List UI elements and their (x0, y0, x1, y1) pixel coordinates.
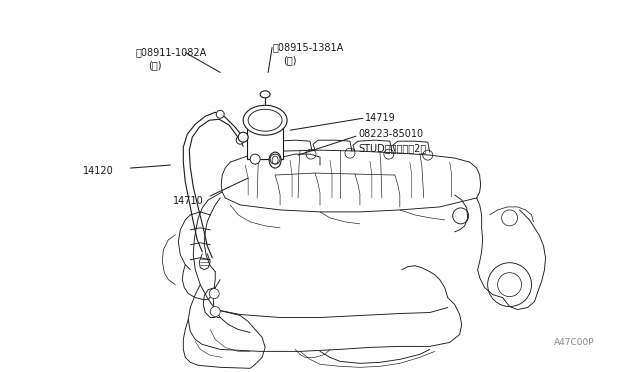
Text: (２): (２) (148, 61, 162, 70)
Text: ⓝ08915-1381A: ⓝ08915-1381A (272, 42, 343, 52)
FancyBboxPatch shape (247, 127, 283, 159)
Circle shape (236, 136, 244, 144)
Text: ⓝ08911-1082A: ⓝ08911-1082A (136, 48, 207, 58)
Text: STUDスタッド（2）: STUDスタッド（2） (358, 143, 426, 153)
Text: (２): (２) (283, 55, 296, 65)
Text: 08223-85010: 08223-85010 (358, 129, 423, 139)
Text: 14120: 14120 (83, 166, 113, 176)
Ellipse shape (269, 152, 281, 168)
Ellipse shape (260, 91, 270, 98)
Text: A47C00P: A47C00P (554, 339, 595, 347)
Circle shape (209, 289, 220, 299)
Circle shape (270, 154, 280, 164)
Circle shape (210, 307, 220, 317)
Circle shape (216, 110, 224, 118)
Ellipse shape (243, 105, 287, 135)
Text: 14719: 14719 (365, 113, 396, 123)
Text: 14710: 14710 (173, 196, 204, 206)
Circle shape (238, 132, 248, 142)
Circle shape (250, 154, 260, 164)
